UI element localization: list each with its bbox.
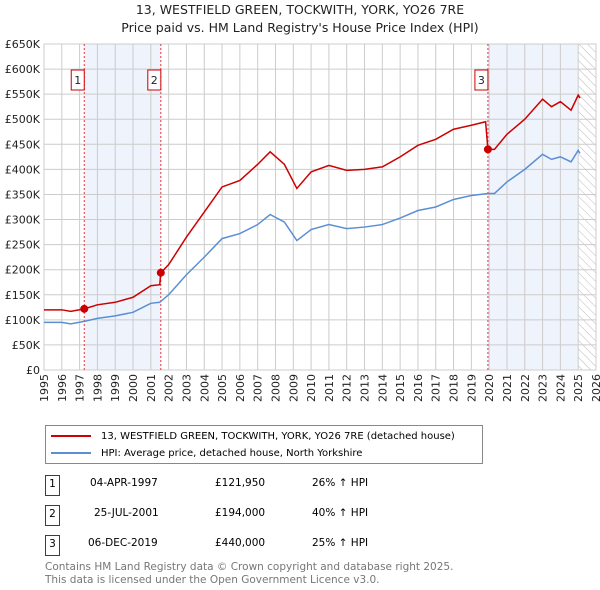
- chart-subtitle: Price paid vs. HM Land Registry's House …: [121, 20, 479, 35]
- footer-copyright: Contains HM Land Registry data © Crown c…: [45, 561, 454, 573]
- sale-point: [156, 268, 165, 277]
- y-tick-label: £600K: [5, 63, 41, 76]
- chart-title: 13, WESTFIELD GREEN, TOCKWITH, YORK, YO2…: [135, 2, 465, 17]
- y-tick-label: £0: [26, 364, 40, 377]
- y-tick-label: £550K: [5, 88, 41, 101]
- x-tick-label: 2021: [501, 374, 514, 402]
- x-tick-label: 2003: [180, 374, 193, 402]
- marker-label: 1: [74, 74, 81, 87]
- y-tick-label: £50K: [12, 339, 41, 352]
- marker-label-box: [147, 69, 162, 91]
- x-tick-label: 1995: [38, 374, 51, 402]
- y-tick-label: £150K: [5, 289, 41, 302]
- shaded-period: [84, 44, 161, 370]
- x-tick-label: 1996: [56, 374, 69, 402]
- marker-label: 3: [478, 74, 485, 87]
- y-tick-label: £250K: [5, 239, 41, 252]
- x-tick-label: 2011: [323, 374, 336, 402]
- hpi-change: 26% ↑ HPI: [312, 477, 369, 489]
- x-tick-label: 2015: [394, 374, 407, 402]
- marker-label-box: [474, 69, 489, 91]
- marker-badge: 3: [45, 535, 60, 556]
- footer: Contains HM Land Registry data © Crown c…: [45, 561, 453, 587]
- transaction-row: 1 04-APR-1997 £121,950 26% ↑ HPI: [45, 475, 445, 496]
- x-tick-label: 2000: [127, 374, 140, 402]
- x-tick-label: 2026: [590, 374, 600, 402]
- price: £194,000: [215, 507, 266, 519]
- x-tick-label: 2014: [376, 374, 389, 402]
- x-tick-label: 2009: [287, 374, 300, 402]
- x-tick-label: 2013: [359, 374, 372, 402]
- x-tick-label: 2024: [554, 374, 567, 402]
- x-tick-label: 2007: [252, 374, 265, 402]
- x-tick-label: 2006: [234, 374, 247, 402]
- y-tick-label: £450K: [5, 138, 41, 151]
- x-tick-label: 2019: [465, 374, 478, 402]
- sale-point: [483, 145, 492, 154]
- hpi-change: 40% ↑ HPI: [312, 507, 369, 519]
- hpi-change: 25% ↑ HPI: [312, 537, 369, 549]
- blue-line-swatch: [51, 452, 91, 454]
- x-tick-label: 2008: [269, 374, 282, 402]
- x-tick-label: 2012: [341, 374, 354, 402]
- date: 25-JUL-2001: [94, 507, 159, 519]
- y-tick-label: £100K: [5, 314, 41, 327]
- footer-licence: This data is licensed under the Open Gov…: [45, 574, 380, 586]
- y-tick-label: £400K: [5, 163, 41, 176]
- transaction-row: 2 25-JUL-2001 £194,000 40% ↑ HPI: [45, 505, 445, 526]
- price: £121,950: [215, 477, 266, 489]
- legend-item-property: 13, WESTFIELD GREEN, TOCKWITH, YORK, YO2…: [46, 428, 455, 444]
- y-tick-label: £200K: [5, 264, 41, 277]
- legend-item-hpi: HPI: Average price, detached house, Nort…: [46, 445, 362, 461]
- x-tick-label: 2016: [412, 374, 425, 402]
- x-tick-label: 2018: [448, 374, 461, 402]
- x-tick-label: 2004: [198, 374, 211, 402]
- x-tick-label: 2022: [519, 374, 532, 402]
- date: 06-DEC-2019: [88, 537, 158, 549]
- forecast-hatch: [578, 44, 596, 370]
- x-tick-label: 1997: [74, 374, 87, 402]
- transaction-row: 3 06-DEC-2019 £440,000 25% ↑ HPI: [45, 535, 445, 556]
- x-tick-label: 2001: [145, 374, 158, 402]
- x-tick-label: 1999: [109, 374, 122, 402]
- price: £440,000: [215, 537, 266, 549]
- marker-badge: 1: [45, 475, 60, 496]
- y-tick-label: £650K: [5, 38, 41, 51]
- marker-label: 2: [151, 74, 158, 87]
- property-series-line: [44, 93, 581, 313]
- sale-point: [80, 304, 89, 313]
- legend: 13, WESTFIELD GREEN, TOCKWITH, YORK, YO2…: [45, 425, 483, 464]
- x-tick-label: 1998: [91, 374, 104, 402]
- hpi-series-line: [44, 148, 581, 325]
- plot-area: 1995 1996 1997 1998 1999 2000 2001 2002 2003 2004…: [5, 38, 600, 402]
- marker-label-box: [70, 69, 85, 91]
- marker-badge: 2: [45, 505, 60, 526]
- red-line-swatch: [51, 435, 91, 437]
- y-tick-label: £500K: [5, 113, 41, 126]
- x-tick-label: 2010: [305, 374, 318, 402]
- x-tick-label: 2025: [572, 374, 585, 402]
- plot-border: [43, 43, 597, 371]
- date: 04-APR-1997: [90, 477, 158, 489]
- legend-label: HPI: Average price, detached house, Nort…: [101, 447, 363, 459]
- x-tick-label: 2005: [216, 374, 229, 402]
- x-tick-label: 2002: [163, 374, 176, 402]
- y-tick-label: £350K: [5, 188, 41, 201]
- x-tick-label: 2017: [430, 374, 443, 402]
- x-tick-label: 2020: [483, 374, 496, 402]
- x-tick-label: 2023: [537, 374, 550, 402]
- y-tick-label: £300K: [5, 214, 41, 227]
- shaded-period: [487, 44, 579, 370]
- legend-label: 13, WESTFIELD GREEN, TOCKWITH, YORK, YO2…: [101, 430, 455, 442]
